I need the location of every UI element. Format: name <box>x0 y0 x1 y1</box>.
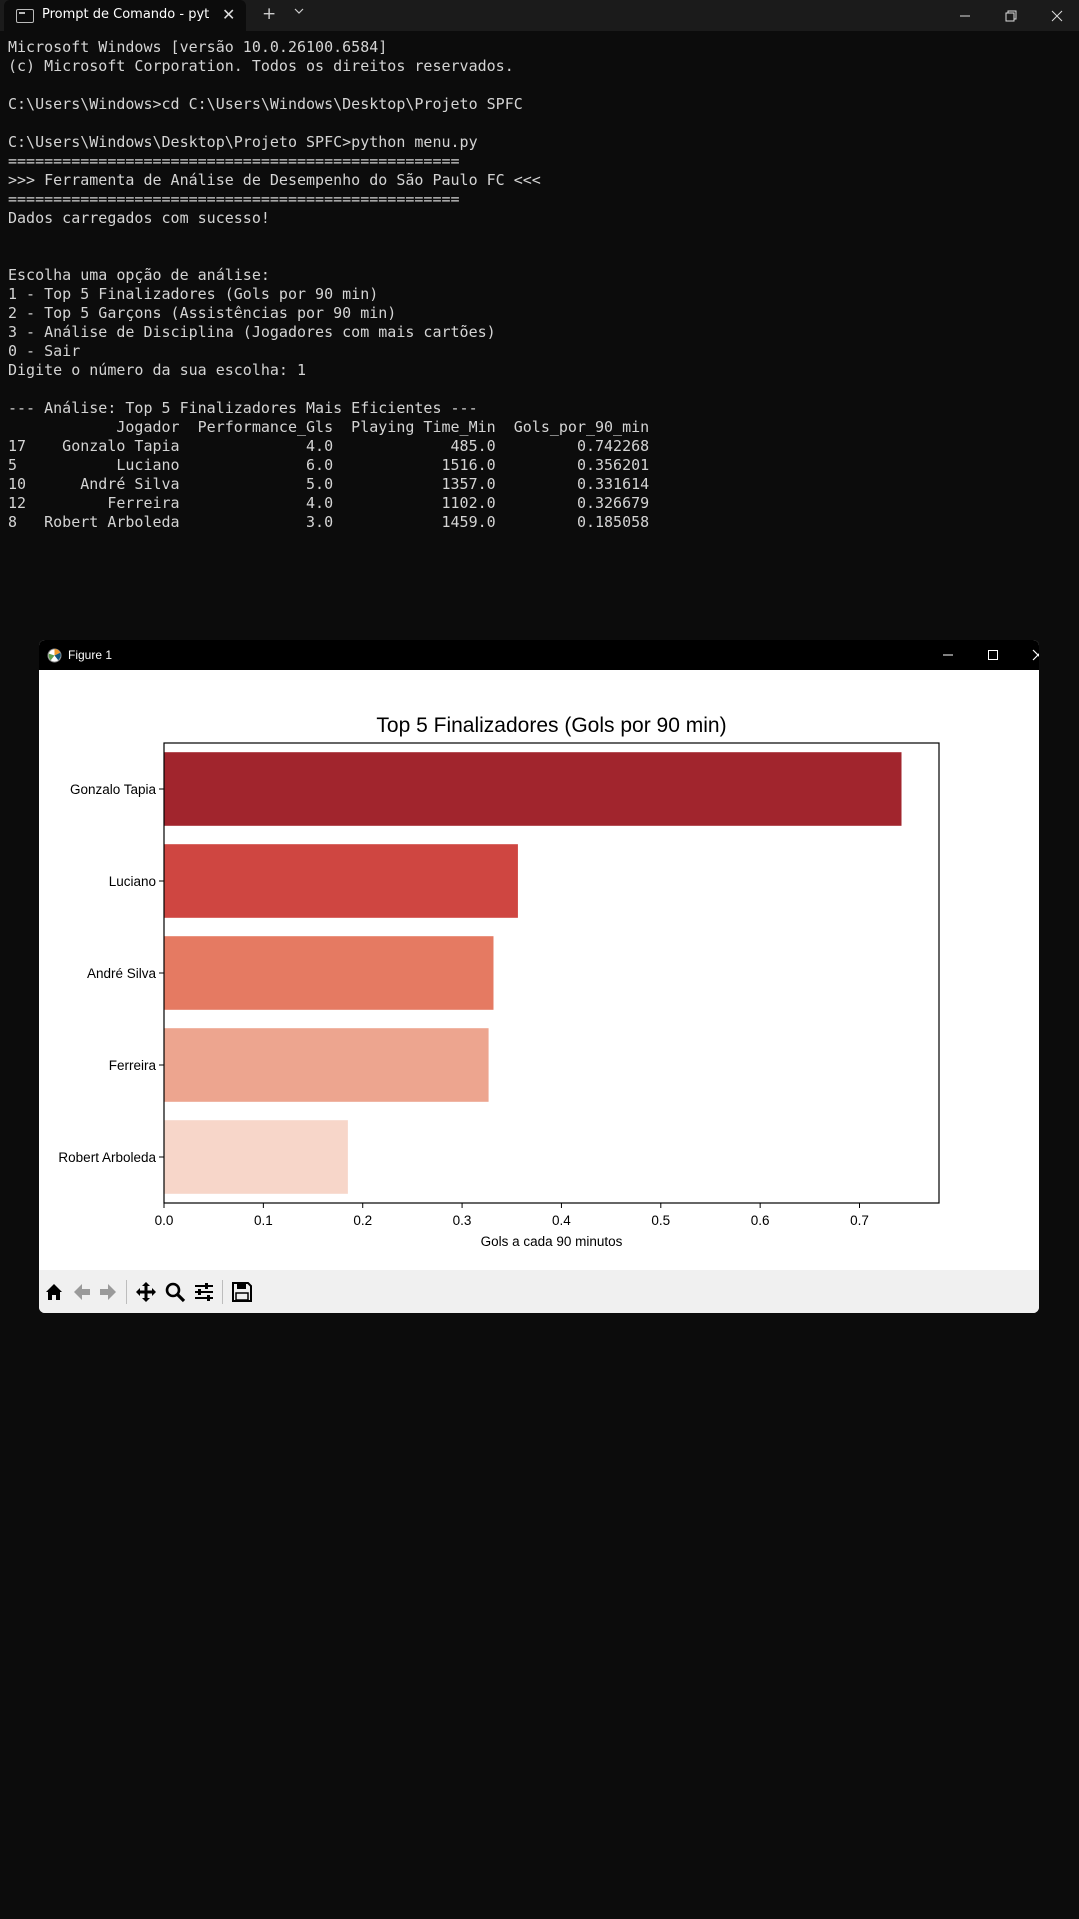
terminal-line <box>8 228 1073 247</box>
terminal-titlebar: Prompt de Comando - python ✕ + <box>0 0 1079 31</box>
terminal-line: C:\Users\Windows\Desktop\Projeto SPFC>py… <box>8 133 478 151</box>
terminal-line: Dados carregados com sucesso! <box>8 209 270 227</box>
forward-icon[interactable] <box>97 1281 119 1303</box>
figure-titlebar: Figure 1 <box>39 640 1039 670</box>
y-tick-label: Gonzalo Tapia <box>70 782 157 797</box>
x-axis-label: Gols a cada 90 minutos <box>481 1234 623 1249</box>
x-tick-label: 0.4 <box>552 1213 571 1228</box>
plot-frame <box>163 742 940 1204</box>
bar <box>164 752 902 826</box>
terminal-line: ========================================… <box>8 190 460 208</box>
zoom-icon[interactable] <box>164 1281 186 1303</box>
terminal-line: 5 Luciano 6.0 1516.0 0.356201 <box>8 456 650 474</box>
terminal-line: 3 - Análise de Disciplina (Jogadores com… <box>8 323 496 341</box>
maximize-icon[interactable] <box>970 640 1015 670</box>
tab-command-prompt[interactable]: Prompt de Comando - python ✕ <box>4 0 246 31</box>
terminal-line: Digite o número da sua escolha: 1 <box>8 361 307 379</box>
x-tick-label: 0.5 <box>651 1213 670 1228</box>
back-icon[interactable] <box>71 1281 93 1303</box>
bar <box>164 1028 489 1102</box>
terminal-line <box>8 114 1073 133</box>
terminal-icon <box>16 9 34 23</box>
home-icon[interactable] <box>43 1281 65 1303</box>
terminal-line: 8 Robert Arboleda 3.0 1459.0 0.185058 <box>8 513 650 531</box>
terminal-line: Jogador Performance_Gls Playing Time_Min… <box>8 418 650 436</box>
tab-title: Prompt de Comando - python <box>42 7 210 22</box>
terminal-line: C:\Users\Windows>cd C:\Users\Windows\Des… <box>8 95 523 113</box>
x-tick-label: 0.1 <box>254 1213 273 1228</box>
bar <box>164 1120 348 1194</box>
close-window-icon[interactable] <box>1035 0 1079 31</box>
terminal-line: Microsoft Windows [versão 10.0.26100.658… <box>8 38 388 56</box>
terminal-line: 17 Gonzalo Tapia 4.0 485.0 0.742268 <box>8 437 650 455</box>
terminal-line: 0 - Sair <box>8 342 81 360</box>
chart-title: Top 5 Finalizadores (Gols por 90 min) <box>376 714 726 737</box>
y-tick-label: Ferreira <box>109 1058 157 1073</box>
terminal-line: ========================================… <box>8 152 460 170</box>
terminal-line: (c) Microsoft Corporation. Todos os dire… <box>8 57 514 75</box>
pan-icon[interactable] <box>135 1281 157 1303</box>
close-icon[interactable]: ✕ <box>222 5 236 24</box>
restore-icon[interactable] <box>989 0 1033 31</box>
terminal-line <box>8 380 1073 399</box>
minimize-icon[interactable] <box>925 640 970 670</box>
x-tick-label: 0.2 <box>353 1213 372 1228</box>
save-icon[interactable] <box>231 1281 253 1303</box>
x-tick-label: 0.3 <box>453 1213 472 1228</box>
bar <box>164 844 518 918</box>
toolbar-divider <box>126 1280 127 1304</box>
x-tick-label: 0.0 <box>155 1213 174 1228</box>
close-icon[interactable] <box>1015 640 1039 670</box>
toolbar-divider <box>222 1280 223 1304</box>
figure-toolbar <box>39 1270 1039 1313</box>
minimize-icon[interactable] <box>943 0 987 31</box>
x-tick-label: 0.7 <box>850 1213 869 1228</box>
terminal-line: >>> Ferramenta de Análise de Desempenho … <box>8 171 541 189</box>
terminal-line <box>8 247 1073 266</box>
y-tick-label: André Silva <box>87 966 157 981</box>
terminal-line: 2 - Top 5 Garçons (Assistências por 90 m… <box>8 304 397 322</box>
configure-subplots-icon[interactable] <box>193 1281 215 1303</box>
terminal-line: Escolha uma opção de análise: <box>8 266 270 284</box>
y-tick-label: Luciano <box>109 874 156 889</box>
chevron-down-icon[interactable] <box>294 6 304 16</box>
terminal-line: 1 - Top 5 Finalizadores (Gols por 90 min… <box>8 285 379 303</box>
bar <box>164 936 494 1010</box>
plus-icon[interactable]: + <box>262 4 277 24</box>
matplotlib-logo-icon <box>47 648 62 663</box>
terminal-line: 12 Ferreira 4.0 1102.0 0.326679 <box>8 494 650 512</box>
figure-window: Figure 1 Top 5 Finalizadores (Gols por 9… <box>39 640 1039 1313</box>
terminal-line: --- Análise: Top 5 Finalizadores Mais Ef… <box>8 399 478 417</box>
y-tick-label: Robert Arboleda <box>58 1150 156 1165</box>
x-tick-label: 0.6 <box>751 1213 770 1228</box>
terminal-output[interactable]: Microsoft Windows [versão 10.0.26100.658… <box>8 38 1073 532</box>
terminal-line: 10 André Silva 5.0 1357.0 0.331614 <box>8 475 650 493</box>
bar-chart[interactable]: Top 5 Finalizadores (Gols por 90 min) Gon… <box>39 670 1039 1270</box>
terminal-line <box>8 76 1073 95</box>
figure-title: Figure 1 <box>68 648 113 662</box>
